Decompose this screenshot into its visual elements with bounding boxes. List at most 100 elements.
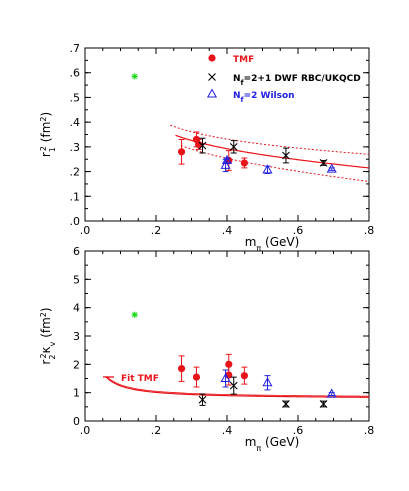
data-point [240, 366, 248, 385]
star-marker [131, 73, 138, 80]
cross-marker [319, 159, 328, 167]
x-axis-label-sub: π [256, 444, 261, 453]
legend-label-sub: f [241, 96, 245, 104]
data-point [131, 73, 138, 80]
data-point [282, 147, 290, 164]
data-point [131, 311, 138, 318]
y-tick-label: 6 [73, 245, 80, 258]
data-point [198, 393, 207, 406]
circle-marker [240, 159, 248, 167]
series-nf-2-1-dwf-rbc-ukqcd [198, 376, 328, 408]
series-tmf [177, 353, 248, 388]
series-physical [131, 311, 138, 318]
data-point [262, 164, 273, 175]
triangle-marker [326, 388, 337, 398]
circle-marker [177, 148, 186, 156]
y-tick-label: 2 [73, 358, 80, 371]
y-axis-label-sup: 2 [39, 146, 48, 151]
series-nf-2-wilson [220, 154, 337, 175]
x-tick-label: .4 [222, 224, 233, 237]
data-point [319, 400, 328, 408]
fit-upper-band [170, 124, 369, 155]
triangle-marker [262, 377, 273, 387]
data-point [220, 369, 231, 388]
data-point [177, 355, 186, 382]
x-tick-label: .2 [151, 224, 162, 237]
y-tick-label: .1 [70, 190, 81, 203]
data-point [319, 159, 328, 167]
y-axis-label: r22κv (fm2) [39, 307, 57, 364]
data-point [229, 376, 238, 395]
x-axis-label: mπ (GeV) [245, 435, 300, 453]
data-point [192, 366, 201, 388]
triangle-marker [262, 164, 273, 174]
x-tick-label: .6 [293, 424, 304, 437]
star-marker [131, 311, 138, 318]
y-axis-label-rest: (fm [39, 317, 53, 341]
fit-curve-band [106, 375, 369, 397]
series-tmf [177, 131, 248, 171]
y-axis-label-mid: κ [39, 346, 53, 353]
cross-marker [319, 400, 328, 408]
y-tick-label: 1 [73, 387, 80, 400]
triangle-marker [220, 372, 231, 382]
cross-marker [229, 381, 238, 390]
data-point [240, 157, 248, 169]
data-point [229, 140, 238, 154]
x-tick-label: .2 [151, 424, 162, 437]
cross-marker [208, 73, 216, 81]
legend-label-rest: =2 Wilson [244, 91, 295, 101]
circle-marker [192, 373, 201, 381]
legend-item: Nf=2+1 DWF RBC/UKQCD [208, 73, 361, 87]
cross-marker [282, 400, 290, 408]
x-axis-label-rest: (GeV) [261, 435, 299, 449]
fit-lower-band [180, 145, 369, 183]
data-point [262, 375, 273, 391]
y-tick-label: 3 [73, 330, 80, 343]
y-tick-label: 4 [73, 302, 80, 315]
y-axis-label: r12 (fm2) [39, 112, 57, 157]
x-axis-label-rest: (GeV) [261, 235, 299, 249]
triangle-marker [221, 154, 233, 164]
x-axis-label-base: m [245, 235, 257, 249]
y-axis-label-rest-end: ) [39, 307, 53, 312]
circle-marker [208, 54, 216, 62]
fit-curve [105, 376, 369, 398]
circle-marker [240, 372, 248, 380]
data-point [195, 138, 203, 150]
legend-label-base: N [233, 91, 241, 101]
data-point [221, 154, 233, 164]
x-tick-label: .0 [80, 224, 91, 237]
cross-marker [282, 151, 290, 160]
y-tick-label: .3 [70, 141, 81, 154]
legend-label-base: N [233, 74, 241, 84]
data-point [177, 138, 186, 165]
legend-label-sub: f [241, 79, 245, 87]
legend-item: TMF [208, 54, 254, 65]
y-tick-label: .5 [70, 91, 81, 104]
y-tick-label: .0 [70, 215, 81, 228]
x-axis-label: mπ (GeV) [245, 235, 300, 253]
fit-curves [170, 124, 369, 183]
data-point [326, 388, 337, 398]
x-tick-label: .4 [222, 424, 233, 437]
x-tick-label: .8 [364, 424, 375, 437]
series-nf-2-1-dwf-rbc-ukqcd [198, 137, 328, 167]
series-nf-2-wilson [220, 369, 337, 398]
cross-marker [229, 142, 238, 151]
cross-marker [198, 395, 207, 404]
x-tick-label: .8 [364, 224, 375, 237]
triangle-marker [206, 88, 218, 98]
legend-item: Fit TMF [103, 374, 159, 384]
y-axis-label-sub: 2 [48, 355, 57, 360]
data-point [198, 137, 207, 154]
legend: Fit TMF [103, 374, 159, 384]
y-axis-label-mid-sub: v [48, 341, 57, 346]
legend-label: Nf=2 Wilson [233, 91, 295, 104]
legend-label: TMF [233, 55, 254, 65]
circle-marker [177, 364, 186, 373]
fit-central-curve [175, 134, 369, 169]
